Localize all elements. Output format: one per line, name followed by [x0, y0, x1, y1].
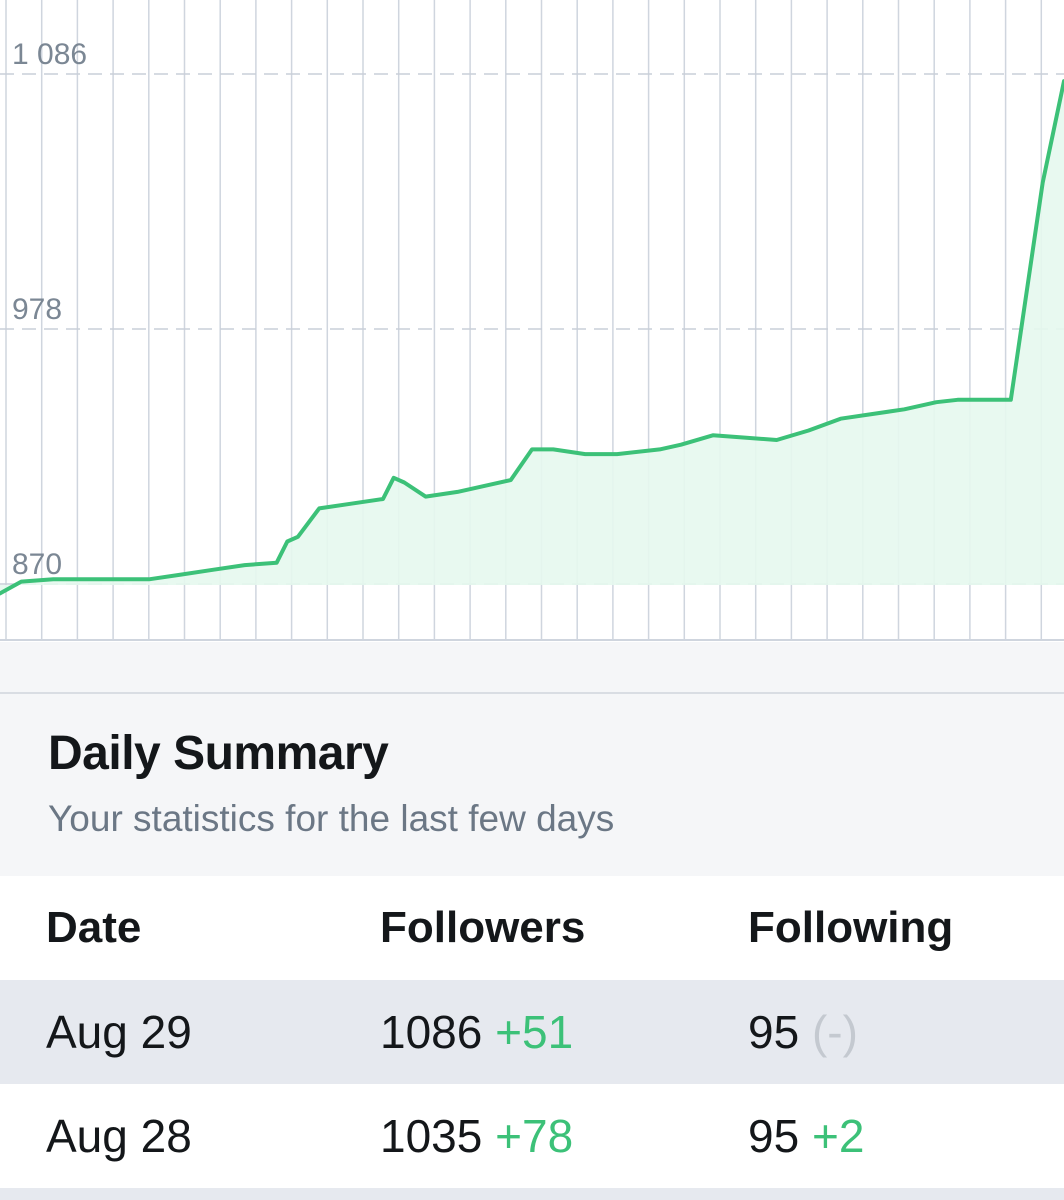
- date-cell: Aug 28: [46, 1110, 192, 1162]
- daily-summary-header: Daily Summary Your statistics for the la…: [0, 694, 1064, 876]
- followers-count: 1086: [380, 1006, 483, 1058]
- chart-spacer: [0, 642, 1064, 694]
- following-cell: 95 (-): [748, 980, 858, 1084]
- column-header-followers: Followers: [380, 903, 586, 952]
- followers-count: 1035: [380, 1110, 483, 1162]
- following-cell: 95 +2: [748, 1084, 864, 1188]
- y-tick-label: 870: [12, 548, 62, 581]
- y-tick-label: 1 086: [12, 38, 87, 71]
- table-header-row: Date Followers Following: [0, 876, 1064, 980]
- followers-line: [0, 79, 1064, 596]
- following-count: 95: [748, 1110, 800, 1162]
- next-row-edge: [0, 1188, 1064, 1200]
- following-delta: (-): [811, 1006, 858, 1058]
- following-delta: +2: [811, 1110, 865, 1162]
- followers-cell: 1086 +51: [380, 980, 573, 1084]
- column-header-date: Date: [46, 903, 142, 952]
- followers-area-fill: [0, 81, 1064, 594]
- followers-delta: +51: [495, 1006, 574, 1058]
- y-tick-label: 978: [12, 293, 62, 326]
- section-subtitle: Your statistics for the last few days: [48, 798, 615, 839]
- table-row[interactable]: Aug 29 1086 +51 95 (-): [0, 980, 1064, 1084]
- column-header-following: Following: [748, 903, 954, 952]
- followers-chart-svg: 1 086 978 870: [0, 0, 1064, 641]
- followers-cell: 1035 +78: [380, 1084, 573, 1188]
- followers-delta: +78: [495, 1110, 574, 1162]
- section-divider: [0, 692, 1064, 694]
- date-cell: Aug 29: [46, 1006, 192, 1058]
- followers-chart: 1 086 978 870: [0, 0, 1064, 642]
- daily-summary-table: Date Followers Following Aug 29 1086 +51…: [0, 876, 1064, 1188]
- section-title: Daily Summary: [48, 727, 389, 780]
- following-count: 95: [748, 1006, 800, 1058]
- table-row[interactable]: Aug 28 1035 +78 95 +2: [0, 1084, 1064, 1188]
